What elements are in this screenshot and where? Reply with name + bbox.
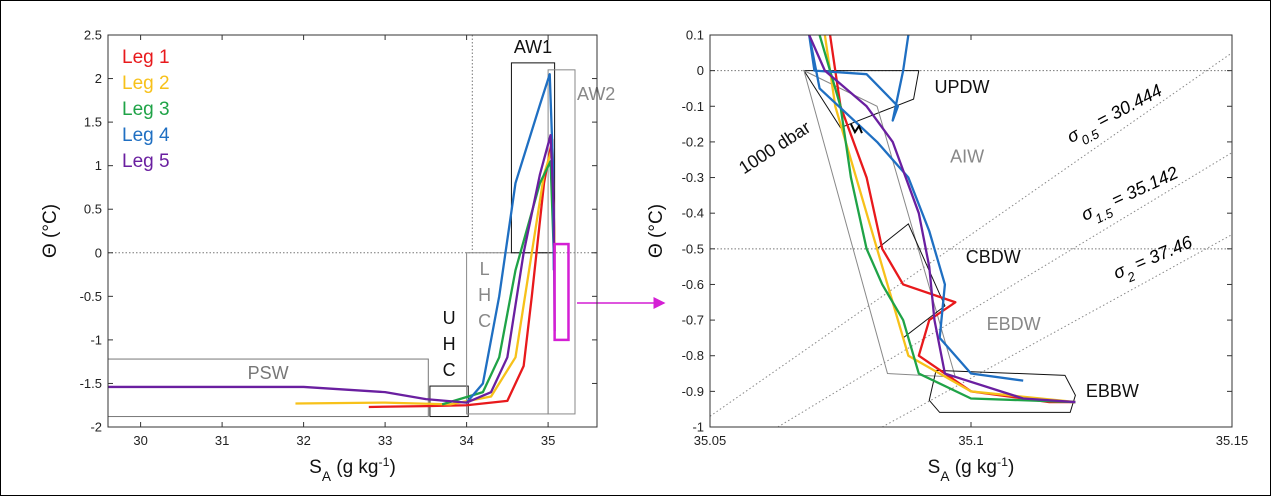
y-tick-label: -0.5 — [80, 289, 102, 304]
x-tick-label: 32 — [296, 433, 310, 448]
plot-area — [108, 35, 597, 418]
series-line — [808, 35, 1076, 404]
y-tick-label: 0.1 — [686, 28, 704, 43]
y-tick-label: 0.5 — [84, 202, 102, 217]
x-tick-label: 35.15 — [1216, 433, 1249, 448]
y-tick-label: -0.1 — [682, 99, 704, 114]
x-tick-label: 31 — [215, 433, 229, 448]
series-line — [295, 147, 556, 406]
y-tick-label: -0.4 — [682, 206, 704, 221]
y-tick-label: -0.8 — [682, 348, 704, 363]
water-mass-box — [108, 358, 429, 418]
series-line — [108, 134, 556, 404]
box-label: AW2 — [577, 84, 615, 104]
y-axis-label: Θ (°C) — [646, 204, 667, 258]
x-axis-label: SA (g kg-1) — [309, 455, 396, 484]
y-tick-label: -0.6 — [682, 277, 704, 292]
legend-entry: Leg 2 — [122, 73, 170, 94]
y-tick-label: -1 — [90, 332, 102, 347]
x-axis-label: SA (g kg-1) — [928, 455, 1015, 484]
y-tick-label: -0.7 — [682, 313, 704, 328]
water-mass-region — [803, 70, 920, 129]
box-label: C — [443, 360, 456, 380]
y-tick-label: 0 — [697, 63, 704, 78]
x-tick-label: 35.05 — [694, 433, 727, 448]
label-part: 1.5 — [1093, 204, 1116, 226]
y-tick-label: -0.9 — [682, 384, 704, 399]
y-tick-label: -2 — [90, 420, 102, 435]
plot-area — [710, 35, 1232, 427]
isopycnal — [882, 234, 1232, 427]
label-part: ) — [1008, 457, 1014, 478]
label-part: A — [322, 469, 332, 484]
x-tick-label: 35 — [541, 433, 555, 448]
label-part: S — [309, 457, 322, 478]
series-line — [808, 35, 1024, 382]
label-part: -1 — [997, 455, 1008, 469]
region-label: CBDW — [966, 247, 1021, 267]
series-line — [823, 35, 1076, 404]
label-part: -1 — [379, 455, 390, 469]
box-label: H — [443, 334, 456, 354]
region-label: AIW — [950, 147, 984, 167]
box-label: H — [478, 285, 491, 305]
legend-entry: Leg 4 — [122, 125, 170, 146]
y-tick-label: -0.2 — [682, 134, 704, 149]
legend-entry: Leg 3 — [122, 99, 170, 120]
box-label: AW1 — [514, 37, 552, 57]
y-tick-label: 2 — [95, 71, 102, 86]
x-tick-label: 30 — [133, 433, 147, 448]
label-part: (g kg — [331, 457, 379, 478]
y-tick-label: -1 — [692, 420, 704, 435]
x-tick-label: 34 — [459, 433, 473, 448]
label-part: ) — [390, 457, 396, 478]
zoom-box — [553, 242, 570, 342]
y-tick-label: -0.5 — [682, 241, 704, 256]
water-mass-box — [510, 62, 556, 254]
box-label: PSW — [248, 363, 289, 383]
label-part: (g kg — [949, 457, 997, 478]
water-mass-box — [547, 69, 576, 415]
y-tick-label: 1 — [95, 158, 102, 173]
region-label: UPDW — [934, 77, 989, 97]
isopycnal — [777, 152, 1232, 427]
box-label: U — [443, 308, 456, 328]
y-tick-label: -1.5 — [80, 376, 102, 391]
series-line — [818, 35, 1076, 404]
label-part: A — [940, 469, 950, 484]
axes-frame — [107, 34, 598, 428]
y-axis-label: Θ (°C) — [40, 204, 61, 258]
pressure-marker — [850, 123, 863, 135]
box-label: C — [478, 311, 491, 331]
label-part: S — [928, 457, 941, 478]
x-tick-label: 33 — [378, 433, 392, 448]
y-tick-label: 2.5 — [84, 28, 102, 43]
series-line — [465, 73, 555, 404]
legend-entry: Leg 1 — [122, 47, 170, 68]
box-label: L — [480, 259, 490, 279]
x-tick-label: 35.1 — [958, 433, 983, 448]
region-label: EBDW — [987, 314, 1041, 334]
y-tick-label: 0 — [95, 245, 102, 260]
y-tick-label: 1.5 — [84, 115, 102, 130]
region-label: EBBW — [1086, 381, 1139, 401]
legend-entry: Leg 5 — [122, 151, 170, 172]
y-tick-label: -0.3 — [682, 170, 704, 185]
water-mass-region — [928, 369, 1076, 413]
